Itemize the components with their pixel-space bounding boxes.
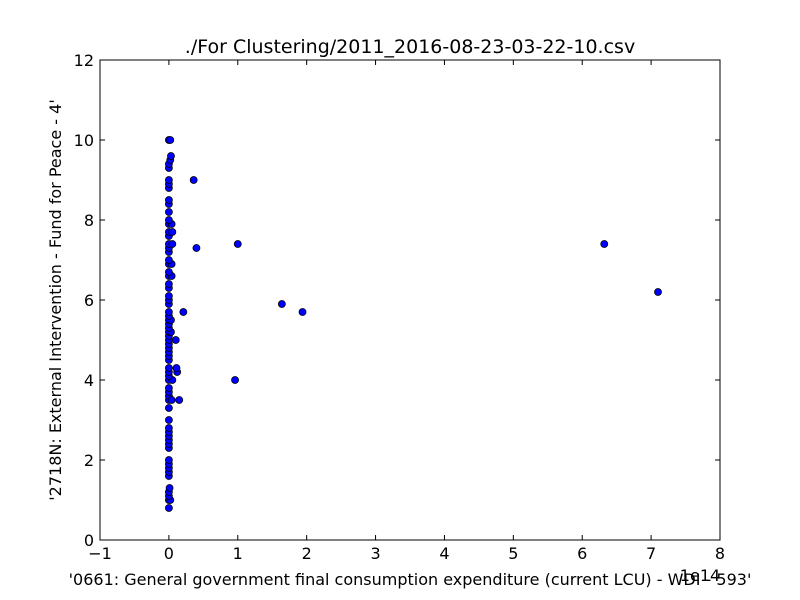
- data-point-5: [165, 484, 174, 492]
- data-point-31: [172, 364, 181, 372]
- y-tick-label: 12: [74, 51, 94, 70]
- data-point-75: [164, 176, 173, 184]
- data-point-22: [164, 384, 173, 392]
- data-point-53: [164, 280, 173, 288]
- data-point-89: [654, 288, 662, 296]
- data-point-56: [164, 268, 173, 276]
- chart-title: ./For Clustering/2011_2016-08-23-03-22-1…: [185, 36, 635, 58]
- data-point-16: [164, 424, 173, 432]
- data-point-38: [171, 336, 180, 344]
- plot-frame: [99, 59, 721, 541]
- x-tick-label: 7: [646, 544, 656, 563]
- data-point-85: [231, 376, 239, 384]
- y-tick-label: 8: [84, 211, 94, 230]
- data-point-48: [179, 308, 188, 316]
- y-tick-label: 0: [84, 531, 94, 550]
- data-point-69: [164, 216, 173, 224]
- data-point-72: [164, 196, 173, 204]
- x-tick-label: 1: [233, 544, 243, 563]
- y-tick-label: 10: [74, 131, 94, 150]
- x-tick-label: 8: [715, 544, 725, 563]
- data-point-81: [166, 136, 175, 144]
- data-point-66: [168, 228, 177, 236]
- data-point-47: [164, 308, 173, 316]
- x-tick-label: 4: [439, 544, 449, 563]
- data-point-63: [168, 240, 177, 248]
- data-point-24: [175, 396, 184, 404]
- data-point-18: [164, 404, 173, 412]
- x-tick-label: 0: [164, 544, 174, 563]
- points-layer: [164, 136, 662, 512]
- data-point-10: [164, 456, 173, 464]
- data-point-83: [192, 244, 201, 252]
- data-point-0: [164, 504, 173, 512]
- x-tick-label: 6: [577, 544, 587, 563]
- data-point-88: [600, 240, 609, 248]
- y-tick-label: 2: [84, 451, 94, 470]
- y-tick-label: 6: [84, 291, 94, 310]
- data-point-17: [164, 416, 173, 424]
- data-point-70: [164, 208, 173, 216]
- data-point-84: [233, 240, 242, 248]
- x-tick-label: 5: [508, 544, 518, 563]
- data-point-79: [167, 152, 175, 160]
- x-tick-label: −1: [88, 544, 112, 563]
- data-point-51: [164, 292, 173, 300]
- y-axis-label: '2718N: External Intervention - Fund for…: [46, 99, 65, 500]
- data-point-82: [189, 176, 198, 184]
- x-tick-label: 3: [370, 544, 380, 563]
- data-point-87: [298, 308, 307, 316]
- data-point-59: [164, 256, 173, 264]
- data-point-23: [167, 396, 176, 404]
- data-point-86: [277, 300, 286, 308]
- x-axis-label: '0661: General government final consumpt…: [69, 570, 752, 589]
- x-offset-label: 1e14: [680, 566, 720, 585]
- y-tick-label: 4: [84, 371, 94, 390]
- x-tick-label: 2: [302, 544, 312, 563]
- data-point-29: [164, 364, 173, 372]
